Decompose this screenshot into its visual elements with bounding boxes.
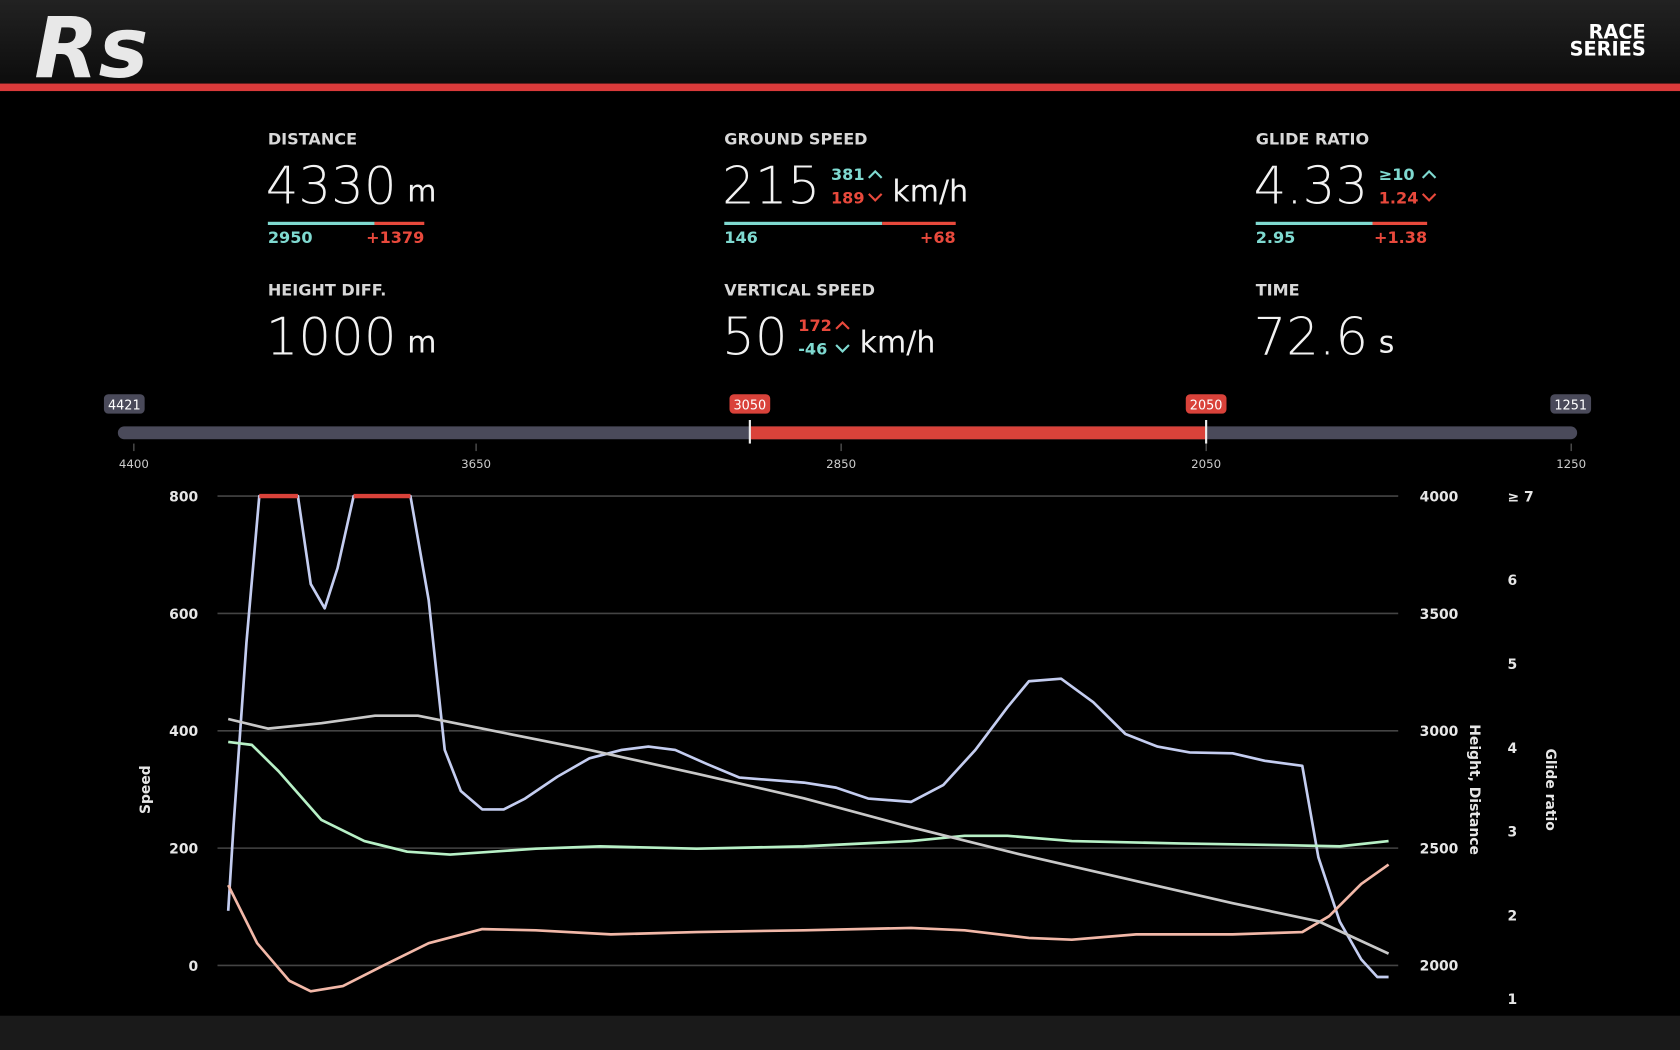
tick-label: 400 (169, 724, 198, 740)
stat-bar-label: 2.95 (1256, 228, 1296, 247)
stat-label: TIME (1256, 281, 1300, 300)
stat-bar-label: +1.38 (1374, 228, 1427, 247)
stat-value: 1000 (266, 308, 397, 368)
stat-bar-label: +68 (920, 228, 956, 247)
series-line (228, 740, 1389, 856)
tick-label: 600 (169, 607, 198, 623)
series-line (227, 863, 1390, 993)
stat-unit: m (407, 326, 436, 361)
stat-bar (267, 221, 375, 225)
stat-min: 189 (831, 189, 865, 208)
stat-min: 1.24 (1379, 189, 1419, 208)
stat-value: 215 (722, 157, 820, 217)
tick-label: 2500 (1420, 841, 1459, 857)
stat-bar-label: 146 (724, 228, 758, 247)
tick-label: 3000 (1420, 724, 1459, 740)
y2-axis-label: Height, Distance (1466, 724, 1482, 855)
stat-label: GLIDE RATIO (1256, 130, 1369, 149)
series-line (226, 494, 1389, 979)
slider-handle-label: 2050 (1190, 398, 1223, 413)
header-stripe (0, 83, 1680, 92)
brand: RACE (1589, 21, 1646, 44)
slider-handle-badge[interactable] (1185, 394, 1227, 414)
stat-label: VERTICAL SPEED (724, 281, 875, 300)
stat-label: GROUND SPEED (724, 130, 867, 149)
slider-min-label: 4421 (108, 398, 141, 413)
tick-label: 1 (1508, 992, 1518, 1008)
stat-label: HEIGHT DIFF. (268, 281, 387, 300)
chevron-down (835, 344, 850, 353)
header-bar (0, 0, 1680, 86)
chart: 0 200 400 600 800 2000 2500 3000 3500 4000 1 2 3 4 5 6 ≥… (138, 489, 1558, 1008)
chevron-up (1421, 169, 1437, 179)
stat-value: 50 (722, 308, 787, 368)
y3-axis-label: Glide ratio (1542, 748, 1558, 830)
stat-bar (1372, 221, 1428, 225)
stat-bar (882, 221, 956, 225)
stat-bar (374, 221, 425, 225)
slider-max-badge (1550, 394, 1592, 414)
tick-label: 2000 (1420, 959, 1459, 975)
tick-label: ≥ 7 (1508, 489, 1534, 505)
stat-unit: m (407, 174, 436, 209)
tick-label: 5 (1508, 657, 1518, 673)
stat-value: 4330 (266, 157, 397, 217)
stat-unit: s (1379, 326, 1395, 361)
tick-label: 0 (189, 959, 199, 975)
tick-label: 4 (1508, 741, 1518, 757)
stat-value: 4.33 (1254, 157, 1368, 217)
slider-tick-label: 3650 (461, 457, 491, 471)
stat-value: 72.6 (1254, 308, 1368, 368)
stat-label: DISTANCE (268, 130, 357, 149)
slider-handle-badge[interactable] (729, 394, 771, 414)
slider-tick-label: 4400 (119, 457, 149, 471)
range-slider[interactable]: 4421 1251 3050 2050 4400 3650 2850 2050 1250 (103, 394, 1592, 471)
chevron-up (835, 320, 850, 330)
stat-min: -46 (798, 340, 827, 359)
tick-label: 3 (1508, 825, 1518, 841)
tick-label: 6 (1508, 573, 1518, 589)
stat-bar (724, 221, 883, 225)
stat-unit: km/h (860, 326, 936, 361)
stat-bar (1255, 221, 1373, 225)
logo[interactable]: Rs (34, 0, 148, 97)
tick-label: 3500 (1420, 607, 1459, 623)
tick-label: 2 (1508, 908, 1518, 924)
chevron-down (1421, 193, 1437, 202)
slider-tick-label: 2850 (826, 457, 856, 471)
chevron-up (868, 169, 883, 179)
stat-bar-label: +1379 (366, 228, 424, 247)
y-axis-label: Speed (138, 765, 154, 814)
stat-max: 381 (831, 165, 865, 184)
stat-max: 172 (798, 316, 832, 335)
chevron-down (868, 193, 883, 202)
footer-bar (0, 1015, 1680, 1050)
series-line (227, 714, 1390, 955)
slider-handle-label: 3050 (734, 398, 767, 413)
stat-unit: km/h (892, 174, 968, 209)
slider-tick-label: 1250 (1556, 457, 1586, 471)
tick-label: 200 (169, 841, 198, 857)
stat-max: ≥10 (1379, 165, 1415, 184)
slider-selection (749, 426, 1207, 440)
brand: SERIES (1570, 38, 1646, 61)
tick-label: 4000 (1420, 489, 1459, 505)
stat-bar-label: 2950 (268, 228, 313, 247)
slider-max-label: 1251 (1554, 398, 1587, 413)
stats: DISTANCE 4330 m 2950 +1379 GROUND SPEED 215 381… (266, 130, 1437, 368)
tick-label: 800 (169, 489, 198, 505)
slider-tick-label: 2050 (1191, 457, 1221, 471)
slider-min-badge (103, 394, 145, 414)
